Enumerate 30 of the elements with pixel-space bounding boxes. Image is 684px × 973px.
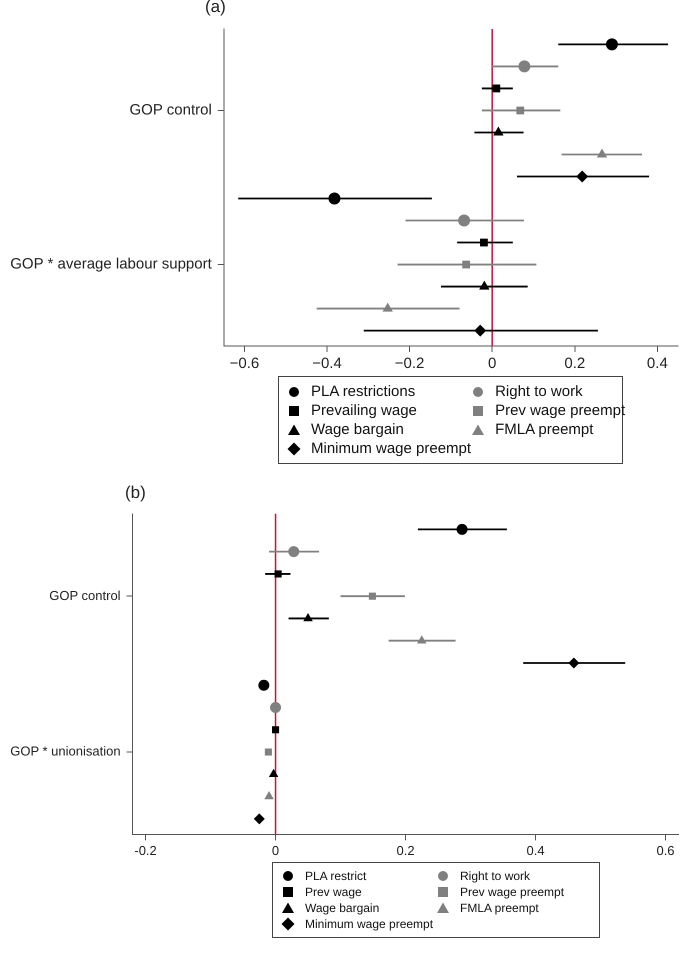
y-tick-label: GOP control <box>130 102 212 119</box>
x-tick-label: 0.4 <box>646 355 668 372</box>
x-tick-label: 0 <box>272 842 280 858</box>
legend-label: Prev wage <box>305 885 362 899</box>
x-tick-label: 0 <box>488 355 496 372</box>
legend-label: Right to work <box>495 383 583 400</box>
legend-label: Minimum wage preempt <box>311 440 472 457</box>
chart-title: (a) <box>205 0 227 16</box>
y-tick-label: GOP * average labour support <box>10 256 213 273</box>
x-tick-label: 0.6 <box>656 842 675 858</box>
legend-label: Wage bargain <box>305 901 380 915</box>
x-tick-label: 0.2 <box>564 355 586 372</box>
x-tick-label: 0.2 <box>396 842 415 858</box>
chart-title: (b) <box>125 483 147 502</box>
legend-label: PLA restrict <box>305 869 366 883</box>
legend-label: FMLA preempt <box>460 901 539 915</box>
x-tick-label: 0.4 <box>526 842 545 858</box>
legend-label: PLA restrictions <box>311 383 416 400</box>
y-tick-label: GOP * unionisation <box>10 744 121 759</box>
y-tick-label: GOP control <box>49 588 121 603</box>
legend-label: Minimum wage preempt <box>305 917 434 931</box>
legend-label: Prev wage preempt <box>460 885 564 899</box>
x-tick-label: −0.6 <box>230 355 260 372</box>
legend-label: FMLA preempt <box>495 421 594 438</box>
legend-label: Prevailing wage <box>311 402 417 419</box>
x-tick-label: −0.2 <box>394 355 424 372</box>
legend-label: Right to work <box>460 869 530 883</box>
x-tick-label: −0.4 <box>312 355 342 372</box>
x-tick-label: -0.2 <box>134 842 157 858</box>
legend-label: Wage bargain <box>311 421 404 438</box>
